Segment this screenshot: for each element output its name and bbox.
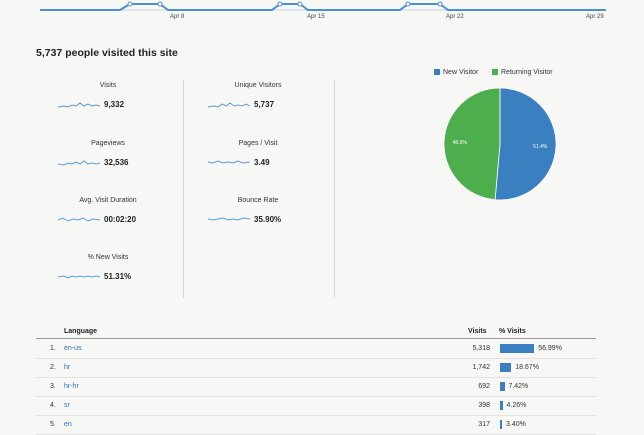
- row-separator: [36, 415, 596, 416]
- legend-new-visitor[interactable]: New Visitor: [434, 69, 478, 76]
- timeline-point: [437, 1, 443, 7]
- legend-label: Returning Visitor: [501, 69, 553, 76]
- axis-date-label: Apr 8: [170, 14, 185, 20]
- metric-avg-visit-duration[interactable]: Avg. Visit Duration 00:02:20: [48, 197, 168, 237]
- metric-new-visits[interactable]: % New Visits 51.31%: [48, 254, 168, 294]
- language-link[interactable]: en: [64, 421, 72, 428]
- metric-value: 3.49: [254, 158, 270, 167]
- metrics-divider: [183, 80, 184, 298]
- row-index: 4.: [50, 402, 56, 409]
- timeline-point: [157, 1, 163, 7]
- legend-swatch: [434, 69, 440, 75]
- legend-returning-visitor[interactable]: Returning Visitor: [492, 69, 553, 76]
- visitor-type-pie-chart: 51.4% 48.6%: [443, 87, 557, 201]
- pie-slice-label: 51.4%: [533, 144, 548, 150]
- row-separator: [36, 358, 596, 359]
- table-row: 5. en 317 3.40%: [36, 417, 596, 435]
- axis-date-label: Apr 22: [446, 14, 464, 20]
- table-row: 4. sr 398 4.26%: [36, 398, 596, 416]
- visits-value: 692: [478, 383, 490, 390]
- sparkline-icon: [58, 160, 100, 166]
- table-row: 2. hr 1,742 18.67%: [36, 360, 596, 378]
- axis-date-label: Apr 29: [586, 14, 604, 20]
- metric-value: 32,536: [104, 158, 129, 167]
- metric-visits[interactable]: Visits 9,332: [48, 82, 168, 122]
- metric-value: 9,332: [104, 100, 125, 109]
- visits-value: 317: [478, 421, 490, 428]
- row-index: 5.: [50, 421, 56, 428]
- timeline-point: [297, 1, 303, 7]
- metric-unique-visitors[interactable]: Unique Visitors 5,737: [198, 82, 318, 122]
- percent-value: 56.99%: [538, 345, 562, 352]
- visits-value: 5,318: [472, 345, 490, 352]
- row-index: 1.: [50, 345, 56, 352]
- table-row: 1. en-us 5,318 56.99%: [36, 341, 596, 359]
- language-link[interactable]: hr-hr: [64, 383, 79, 390]
- column-header-pct-visits: % Visits: [499, 328, 526, 335]
- timeline-point: [405, 1, 411, 7]
- legend-label: New Visitor: [443, 69, 479, 76]
- percent-value: 3.40%: [506, 421, 526, 428]
- visitors-headline: 5,737 people visited this site: [36, 47, 178, 59]
- metric-value: 35.90%: [254, 215, 282, 224]
- metric-value: 5,737: [254, 100, 275, 109]
- sparkline-icon: [58, 275, 100, 279]
- axis-date-label: Apr 15: [307, 14, 325, 20]
- table-header-rule: [36, 338, 596, 339]
- metric-label: Pages / Visit: [238, 140, 278, 147]
- percent-value: 18.67%: [515, 364, 539, 371]
- sparkline-icon: [58, 102, 100, 108]
- row-index: 2.: [50, 364, 56, 371]
- visits-value: 1,742: [472, 364, 490, 371]
- percent-bar: [500, 363, 512, 372]
- visits-value: 398: [478, 402, 490, 409]
- percent-bar: [500, 401, 503, 410]
- legend-swatch: [492, 69, 498, 75]
- row-separator: [36, 396, 596, 397]
- sparkline-icon: [208, 102, 250, 108]
- metric-label: Pageviews: [91, 140, 125, 147]
- percent-value: 7.42%: [508, 383, 529, 390]
- metric-label: Unique Visitors: [234, 82, 282, 89]
- percent-bar: [500, 420, 502, 429]
- table-row: 3. hr-hr 692 7.42%: [36, 379, 596, 397]
- percent-value: 4.26%: [506, 402, 527, 409]
- column-header-visits: Visits: [468, 328, 487, 335]
- language-link[interactable]: hr: [64, 364, 71, 371]
- timeline-point: [127, 1, 133, 7]
- column-header-language: Language: [64, 328, 98, 335]
- metric-label: Avg. Visit Duration: [79, 197, 137, 204]
- metric-value: 51.31%: [104, 272, 132, 281]
- sparkline-icon: [208, 160, 250, 164]
- row-separator: [36, 377, 596, 378]
- metrics-divider: [334, 80, 335, 298]
- pie-slice[interactable]: [494, 87, 557, 201]
- metric-label: Bounce Rate: [237, 197, 279, 204]
- sparkline-icon: [58, 217, 100, 222]
- percent-bar: [500, 344, 535, 353]
- row-index: 3.: [50, 383, 56, 390]
- metric-bounce-rate[interactable]: Bounce Rate 35.90%: [198, 197, 318, 237]
- percent-bar: [500, 382, 505, 391]
- metric-label: % New Visits: [87, 254, 129, 261]
- language-link[interactable]: en-us: [64, 345, 82, 352]
- metric-pages-per-visit[interactable]: Pages / Visit 3.49: [198, 140, 318, 180]
- metric-label: Visits: [99, 82, 117, 89]
- visits-timeline-chart: [40, 1, 606, 11]
- timeline-line: [40, 3, 606, 11]
- pie-slice-label: 48.6%: [453, 140, 468, 146]
- pie-slice[interactable]: [443, 87, 501, 201]
- timeline-point: [277, 1, 283, 7]
- metric-value: 00:02:20: [104, 215, 137, 224]
- sparkline-icon: [208, 217, 250, 221]
- language-link[interactable]: sr: [64, 402, 70, 409]
- metric-pageviews[interactable]: Pageviews 32,536: [48, 140, 168, 180]
